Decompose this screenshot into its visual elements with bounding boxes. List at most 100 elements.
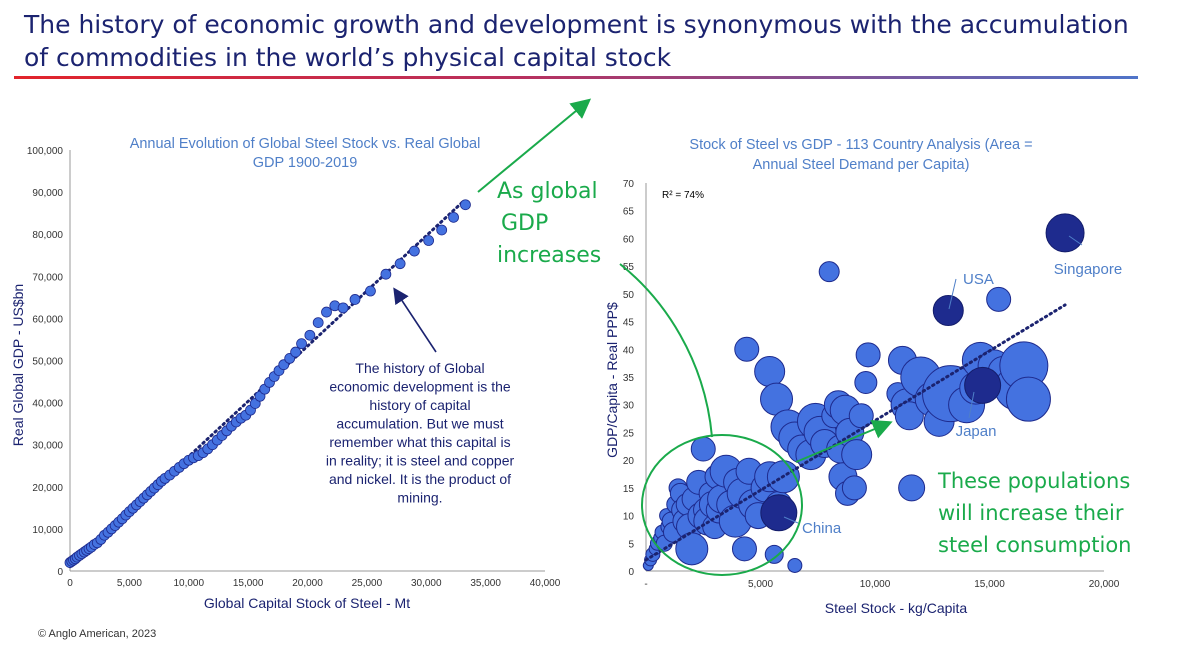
left-x-tick-label: 35,000 bbox=[470, 578, 501, 589]
left-annotation-line: in reality; it is steel and copper bbox=[326, 453, 515, 469]
population-callout: These populations will increase their stee… bbox=[937, 469, 1132, 557]
right-y-tick-label: 55 bbox=[623, 262, 635, 273]
left-y-tick-label: 100,000 bbox=[27, 146, 64, 157]
left-annotation-line: mining. bbox=[397, 490, 442, 506]
left-data-point bbox=[436, 224, 448, 236]
highlight-bubble-china bbox=[760, 494, 798, 532]
country-bubble bbox=[855, 342, 881, 368]
right-y-tick-label: 40 bbox=[623, 345, 635, 356]
left-points bbox=[64, 199, 471, 568]
right-y-tick-label: 50 bbox=[623, 290, 635, 301]
headline-rule bbox=[14, 76, 1138, 79]
left-data-point bbox=[408, 245, 420, 257]
country-bubble bbox=[754, 355, 786, 387]
country-bubble bbox=[898, 474, 926, 502]
left-x-label: Global Capital Stock of Steel - Mt bbox=[204, 595, 410, 611]
left-annotation-line: accumulation. But we must bbox=[336, 416, 503, 432]
china-leader bbox=[783, 516, 799, 524]
left-y-tick-label: 10,000 bbox=[32, 525, 63, 536]
country-bubble bbox=[841, 475, 867, 501]
right-x-label: Steel Stock - kg/Capita bbox=[825, 600, 968, 616]
right-x-tick-label: 10,000 bbox=[860, 579, 891, 590]
left-data-point bbox=[312, 317, 324, 329]
right-y-tick-label: 65 bbox=[623, 207, 635, 218]
left-data-point bbox=[365, 285, 376, 297]
left-annotation-line: and nickel. It is the product of bbox=[329, 471, 511, 487]
population-callout-line: will increase their bbox=[938, 501, 1124, 525]
right-y-tick-label: 25 bbox=[623, 428, 635, 439]
headline-line-1: The history of economic growth and devel… bbox=[24, 10, 1129, 39]
gdp-callout-line: increases bbox=[497, 243, 601, 268]
growth-arrow bbox=[795, 419, 893, 463]
left-title-line-1: Annual Evolution of Global Steel Stock v… bbox=[130, 136, 481, 152]
left-annotation-line: economic development is the bbox=[329, 379, 511, 395]
left-y-tick-label: 30,000 bbox=[32, 441, 63, 452]
left-x-tick-label: 15,000 bbox=[233, 578, 264, 589]
left-y-tick-label: 40,000 bbox=[32, 399, 63, 410]
left-data-point bbox=[423, 235, 435, 246]
left-y-tick-label: 0 bbox=[57, 567, 63, 578]
left-y-tick-label: 20,000 bbox=[32, 483, 63, 494]
right-title-line-2: Annual Steel Demand per Capita) bbox=[753, 157, 970, 173]
gdp-callout: As global GDP increases bbox=[497, 179, 601, 268]
label-singapore: Singapore bbox=[1054, 261, 1122, 278]
left-x-tick-label: 10,000 bbox=[173, 578, 204, 589]
country-bubble bbox=[731, 536, 757, 562]
headline-line-2: of commodities in the world’s physical c… bbox=[24, 43, 672, 72]
r-squared-label: R² = 74% bbox=[662, 190, 704, 201]
left-x-tick-label: 40,000 bbox=[530, 578, 561, 589]
country-bubble bbox=[764, 544, 784, 564]
right-x-tick-label: 20,000 bbox=[1089, 579, 1120, 590]
right-y-tick-label: 15 bbox=[623, 484, 635, 495]
left-y-tick-label: 60,000 bbox=[32, 314, 63, 325]
left-annotation-arrow bbox=[393, 287, 437, 353]
label-china: China bbox=[802, 520, 842, 537]
country-bubble bbox=[734, 336, 760, 362]
right-y-tick-label: 20 bbox=[623, 456, 635, 467]
right-x-tick-label: 15,000 bbox=[974, 579, 1005, 590]
right-y-tick-label: 70 bbox=[623, 179, 635, 190]
country-bubble bbox=[690, 436, 716, 462]
right-y-tick-label: 30 bbox=[623, 401, 635, 412]
right-y-ticks: 0 5 10 15 20 25 30 35 40 45 50 55 60 65 70 bbox=[623, 179, 635, 578]
left-data-point bbox=[296, 338, 307, 350]
label-usa: USA bbox=[963, 271, 994, 288]
label-japan: Japan bbox=[956, 423, 997, 440]
japan-leader bbox=[968, 391, 975, 419]
left-annotation-line: history of capital bbox=[369, 397, 470, 413]
country-bubble bbox=[848, 403, 874, 429]
left-annotation-line: The history of Global bbox=[355, 360, 484, 376]
left-y-tick-label: 70,000 bbox=[32, 272, 63, 283]
right-y-tick-label: 0 bbox=[628, 567, 634, 578]
right-y-tick-label: 5 bbox=[628, 539, 634, 550]
left-x-tick-label: 25,000 bbox=[352, 578, 383, 589]
left-chart: Annual Evolution of Global Steel Stock v… bbox=[10, 136, 561, 611]
right-trendline bbox=[644, 303, 1067, 562]
right-chart: Stock of Steel vs GDP - 113 Country Anal… bbox=[604, 137, 1122, 616]
highlight-bubble-usa bbox=[932, 294, 964, 326]
left-data-point bbox=[448, 211, 459, 223]
left-x-tick-label: 20,000 bbox=[292, 578, 323, 589]
headline: The history of economic growth and devel… bbox=[24, 8, 1174, 74]
right-x-tick-label: 5,000 bbox=[748, 579, 773, 590]
emerging-markets-ellipse bbox=[641, 434, 803, 576]
left-y-tick-label: 90,000 bbox=[32, 188, 63, 199]
usa-leader bbox=[948, 278, 957, 310]
left-y-tick-label: 80,000 bbox=[32, 230, 63, 241]
left-x-ticks: 0 5,000 10,000 15,000 20,000 25,000 30,000 35,0… bbox=[67, 578, 561, 589]
footer-copyright: © Anglo American, 2023 bbox=[38, 628, 157, 640]
country-bubble bbox=[894, 401, 924, 431]
right-x-tick-label: - bbox=[644, 579, 647, 590]
gdp-arrow bbox=[477, 98, 592, 193]
country-bubble bbox=[841, 439, 873, 471]
population-callout-line: steel consumption bbox=[938, 533, 1132, 557]
country-bubble bbox=[854, 371, 878, 395]
country-bubble bbox=[675, 532, 709, 566]
left-title-line-2: GDP 1900-2019 bbox=[253, 155, 358, 171]
right-y-tick-label: 45 bbox=[623, 318, 635, 329]
left-x-tick-label: 0 bbox=[67, 578, 73, 589]
left-annotation: The history of Global economic developmen… bbox=[326, 360, 515, 506]
right-title-line-1: Stock of Steel vs GDP - 113 Country Anal… bbox=[689, 137, 1032, 153]
ellipse-connector bbox=[619, 263, 713, 438]
